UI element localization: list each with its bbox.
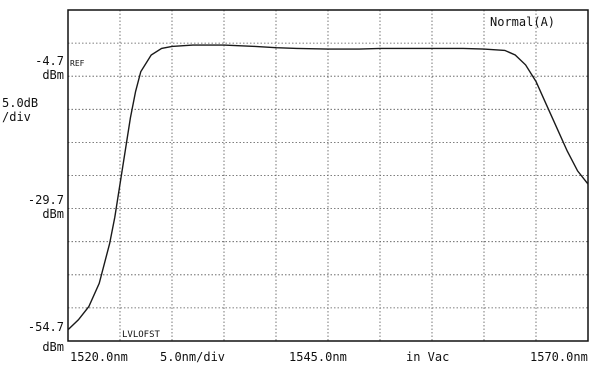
plot-frame <box>67 9 589 342</box>
x-span-label: 5.0nm/div <box>160 350 226 364</box>
bottom-level-unit: dBm <box>42 340 64 354</box>
grid-lines <box>68 10 588 341</box>
x-stop-label: 1570.0nm <box>530 350 588 364</box>
scale-value: 5.0dB <box>2 96 39 110</box>
mode-label: Normal(A) <box>490 15 556 29</box>
spectrum-trace <box>67 44 589 331</box>
mid-level-unit: dBm <box>42 207 64 221</box>
mid-level-value: -29.7 <box>27 193 64 207</box>
x-medium-label: in Vac <box>406 350 450 364</box>
ref-level-unit: dBm <box>42 68 64 82</box>
ref-tag: REF <box>70 59 85 68</box>
scale-unit: /div <box>2 110 31 124</box>
level-offset-tag: LVLOFST <box>122 330 160 340</box>
x-start-label: 1520.0nm <box>70 350 128 364</box>
bottom-level-value: -54.7 <box>27 320 64 334</box>
ref-level-value: -4.7 <box>35 54 64 68</box>
x-center-label: 1545.0nm <box>289 350 347 364</box>
